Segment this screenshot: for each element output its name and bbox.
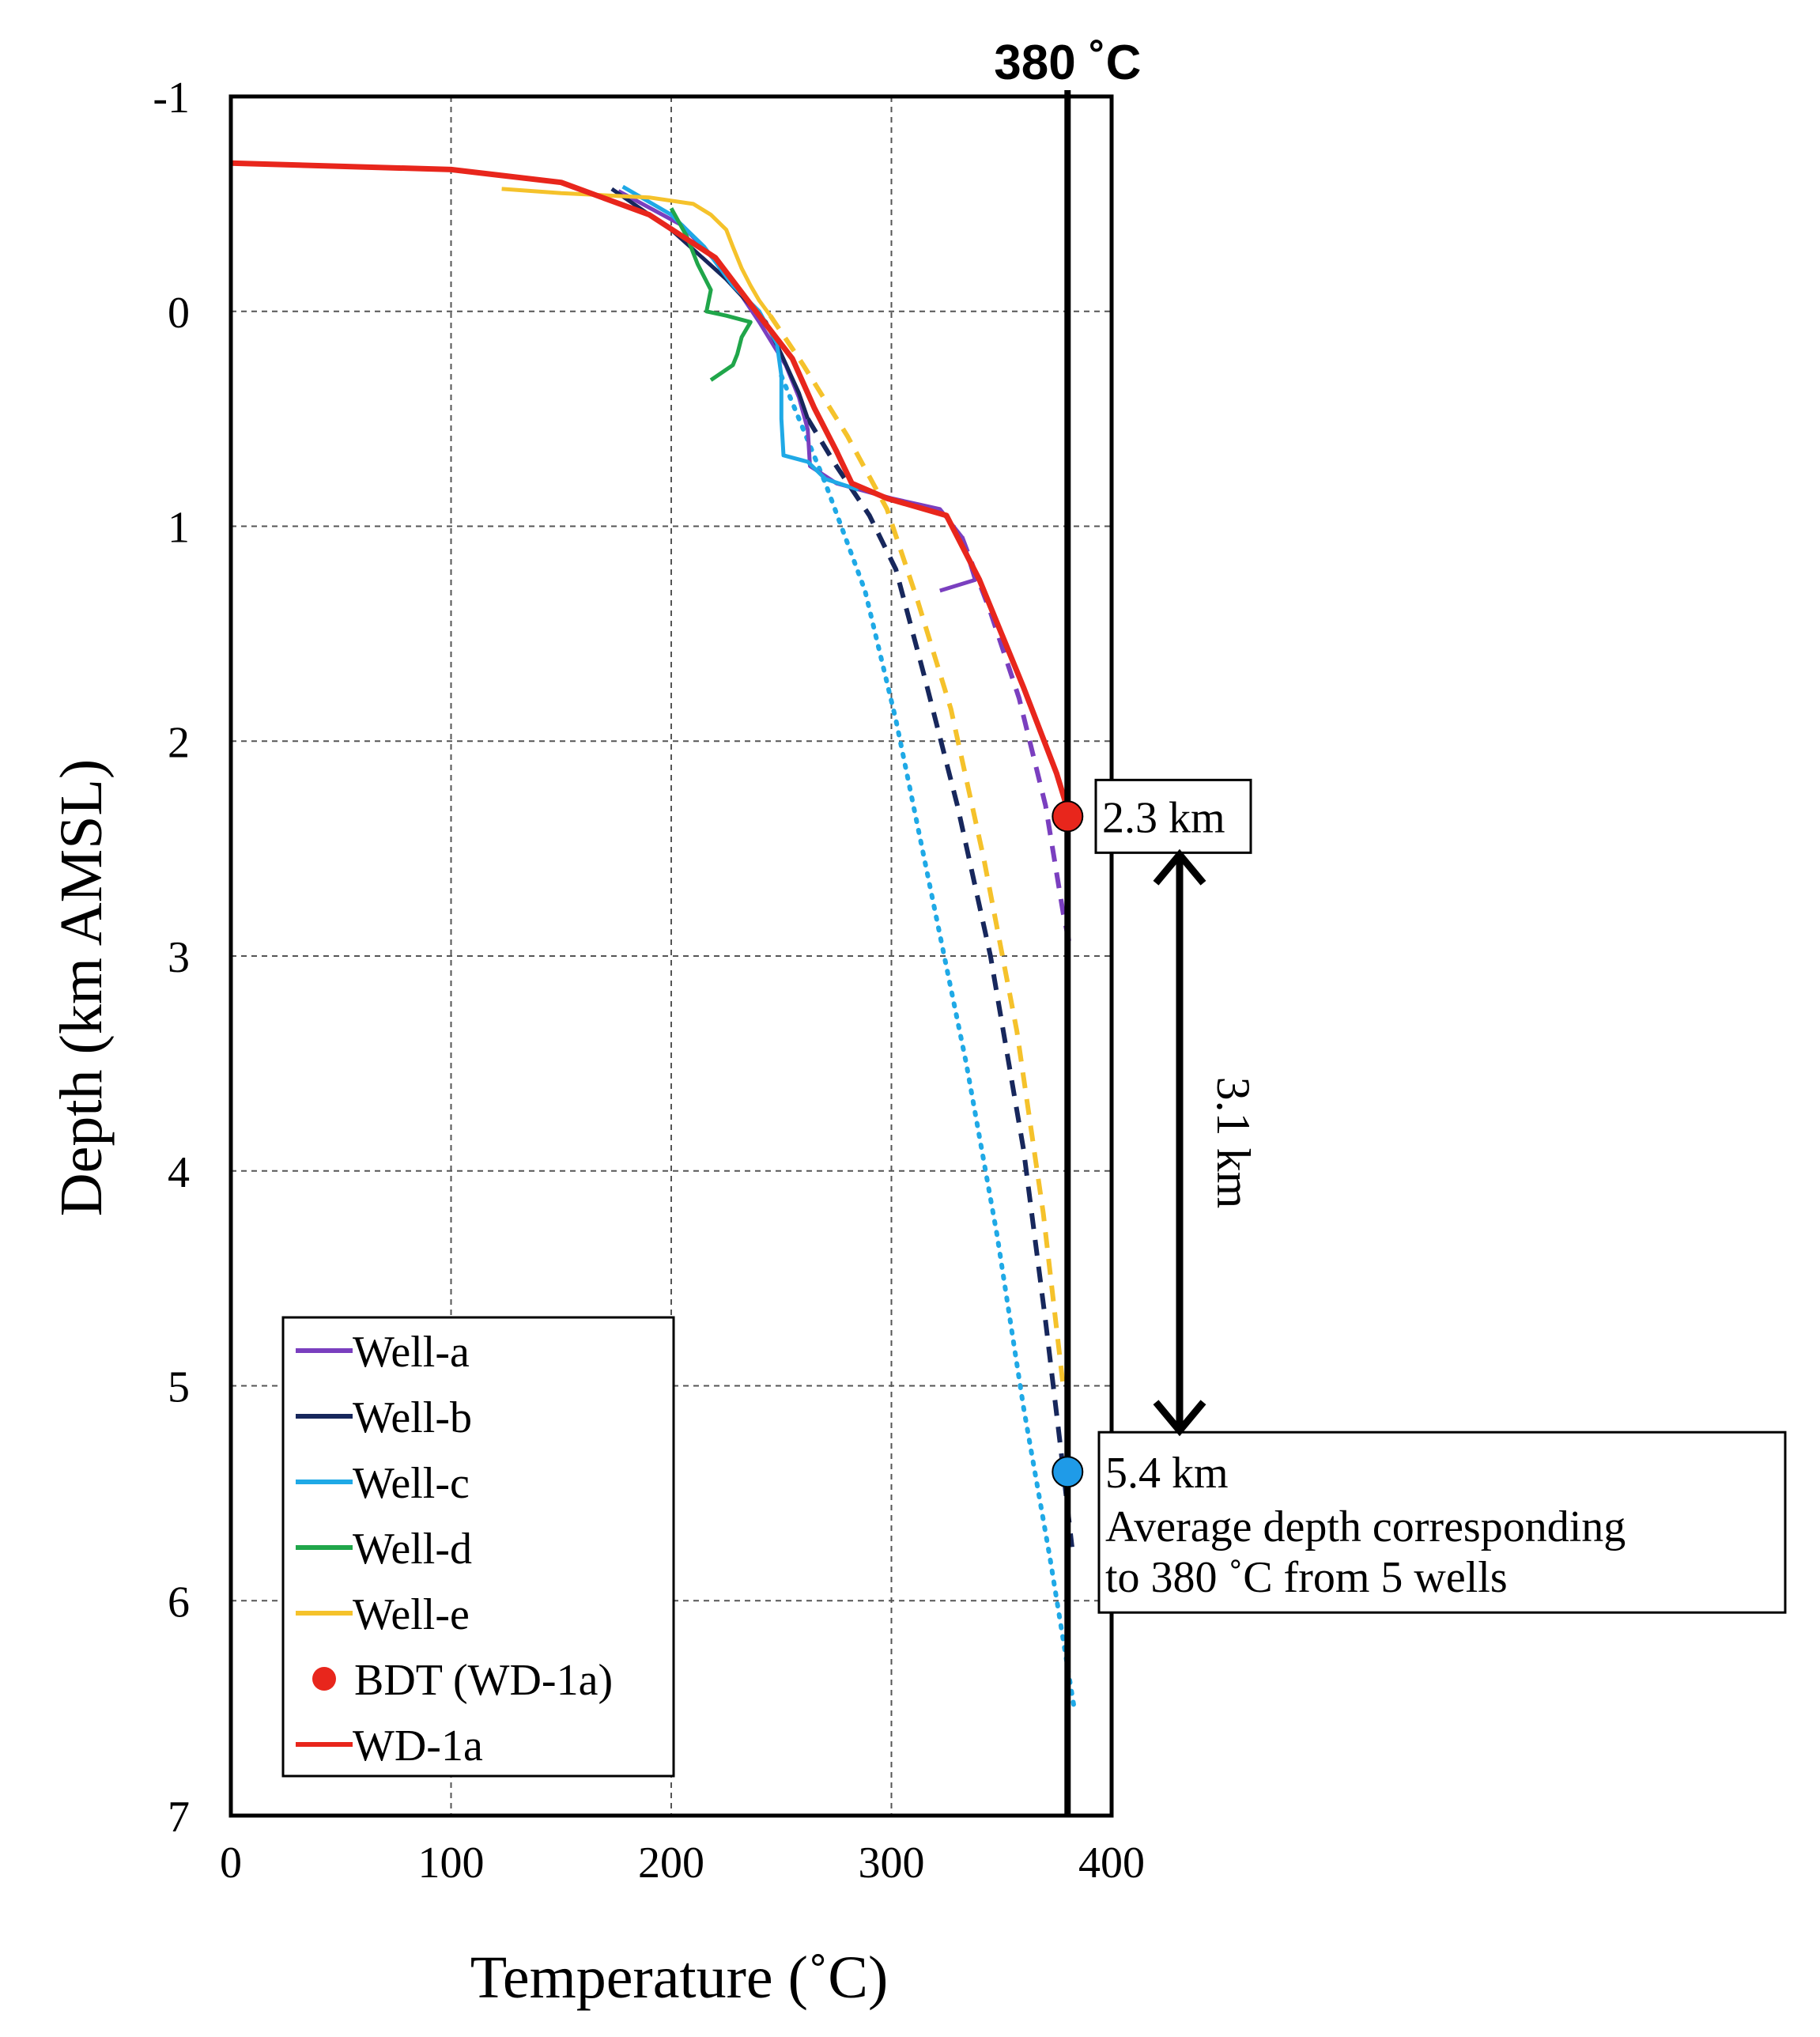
y-tick-label-0: 0 xyxy=(168,289,190,338)
y-tick-label-1: 1 xyxy=(168,504,190,553)
legend-label-well-b: Well-b xyxy=(353,1393,472,1442)
tick-labels: 0 100 200 300 400 -1 0 1 2 3 4 5 6 7 xyxy=(153,74,1145,1888)
average-depth-label: 5.4 km xyxy=(1105,1449,1229,1498)
average-depth-box xyxy=(1097,1430,1787,1614)
series-layer xyxy=(230,160,1077,1711)
bdt-depth-label: 2.3 km xyxy=(1102,793,1225,842)
bdt-point xyxy=(1052,800,1084,833)
depth-span-arrow-head-bottom xyxy=(1153,1400,1206,1437)
series-well-d-measured xyxy=(669,207,753,382)
legend-label-well-d: Well-d xyxy=(353,1525,472,1574)
legend-label-wd-1a: WD-1a xyxy=(353,1721,483,1771)
x-tick-label-400: 400 xyxy=(1078,1839,1145,1888)
series-well-e-extrapolated xyxy=(768,314,1066,1386)
average-depth-point xyxy=(1052,1456,1084,1488)
y-tick-label-5: 5 xyxy=(168,1363,190,1412)
y-tick-label-2: 2 xyxy=(168,718,190,767)
plot-frame xyxy=(228,94,1114,1818)
legend-label-well-a: Well-a xyxy=(353,1328,470,1377)
y-tick-label-6: 6 xyxy=(168,1578,190,1627)
series-well-c-extrapolated xyxy=(779,373,1077,1711)
bdt-depth-box xyxy=(1094,778,1252,854)
depth-span-label: 3.1 km xyxy=(1207,1077,1259,1209)
average-depth-description-line-2: to 380 ˚C from 5 wells xyxy=(1105,1553,1508,1602)
reference-line-label: 380 ˚C xyxy=(994,36,1141,90)
legend-label-well-c: Well-c xyxy=(353,1459,470,1508)
series-well-c-measured xyxy=(621,184,859,492)
legend-label-bdt-wd-1a: BDT (WD-1a) xyxy=(354,1656,613,1705)
legend-marker-bdt-wd-1a xyxy=(312,1667,336,1691)
x-tick-label-100: 100 xyxy=(418,1839,485,1888)
series-well-e-measured xyxy=(501,187,772,317)
y-tick-label-3: 3 xyxy=(168,933,190,982)
average-depth-description-line-1: Average depth corresponding xyxy=(1105,1502,1626,1551)
depth-span-arrow xyxy=(1153,848,1206,1437)
series-wd-1a-measured xyxy=(230,160,1073,818)
y-tick-label-4: 4 xyxy=(168,1148,190,1197)
y-axis-label: Depth (km AMSL) xyxy=(48,759,115,1216)
legend-items: Well-a Well-b Well-c Well-d Well-e BDT (WD-1a… xyxy=(296,1328,613,1771)
x-tick-label-200: 200 xyxy=(638,1839,704,1888)
y-tick-label--1: -1 xyxy=(153,74,190,123)
x-tick-label-0: 0 xyxy=(220,1839,242,1888)
legend-label-well-e: Well-e xyxy=(353,1590,470,1639)
series-well-b-extrapolated xyxy=(806,418,1074,1548)
depth-span-arrow-head-top xyxy=(1153,848,1206,886)
points-layer xyxy=(1052,800,1084,1488)
y-tick-label-7: 7 xyxy=(168,1793,190,1842)
x-tick-label-300: 300 xyxy=(859,1839,925,1888)
x-axis-label: Temperature (˚C) xyxy=(470,1944,889,2011)
